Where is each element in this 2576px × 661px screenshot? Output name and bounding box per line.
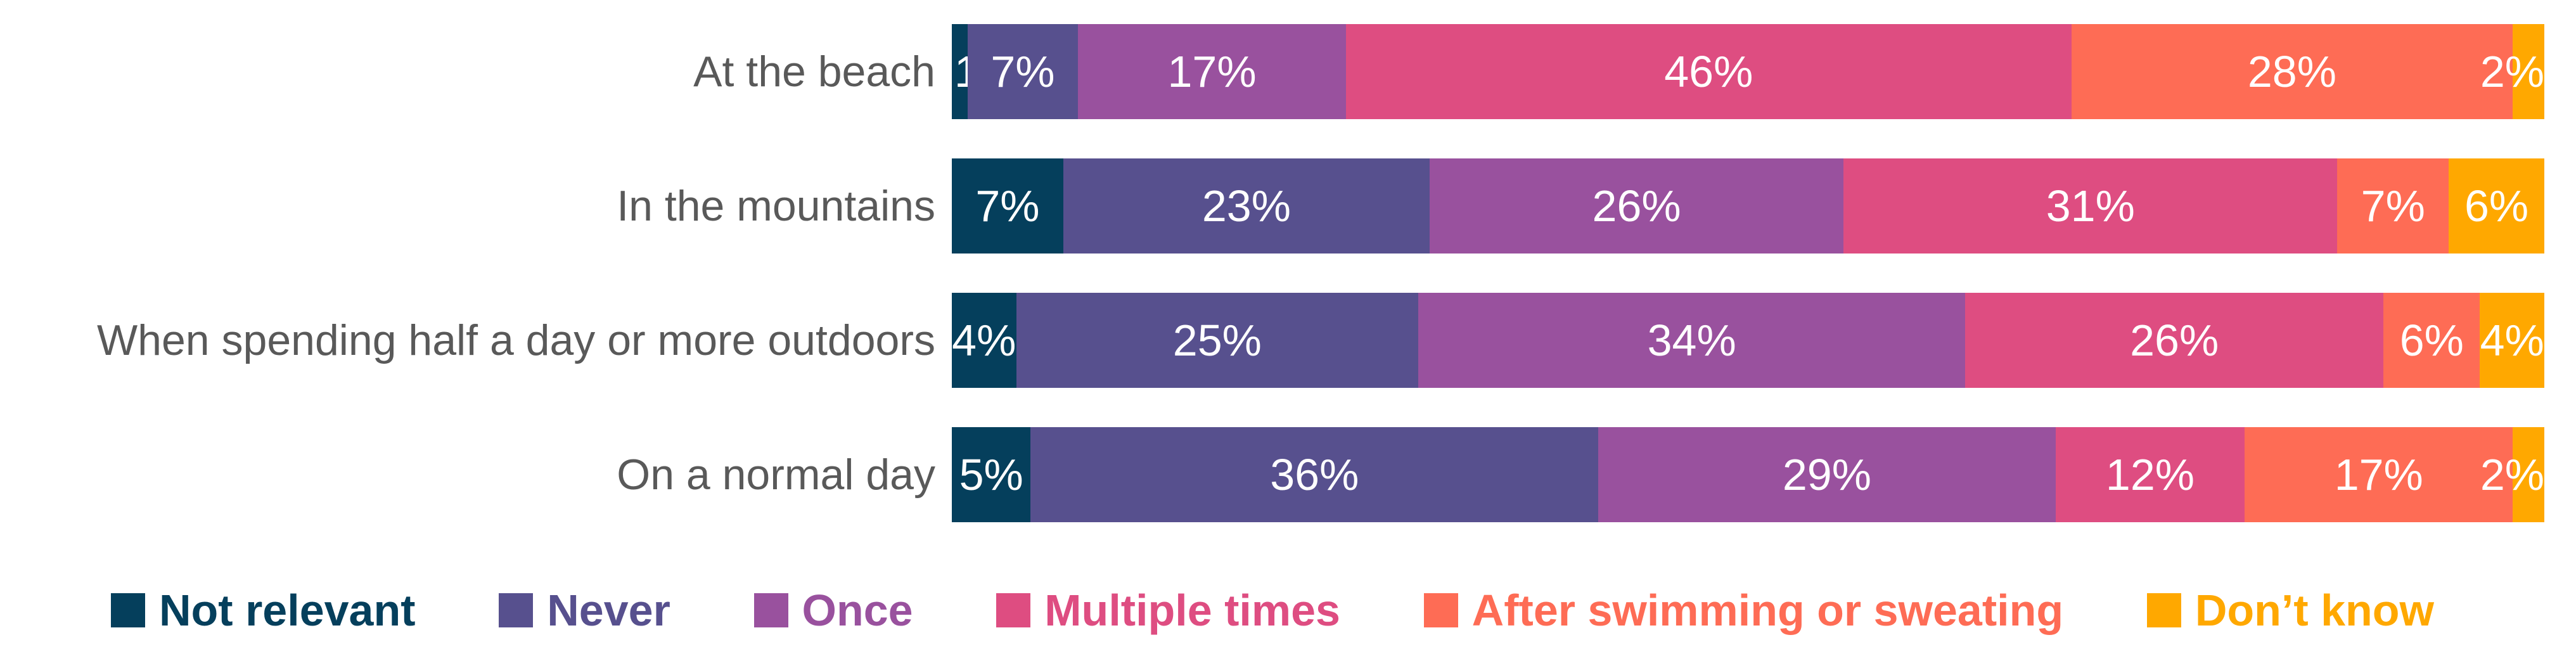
- bar-segment-not-relevant[interactable]: 7%: [952, 158, 1063, 253]
- legend-swatch-icon: [111, 593, 145, 627]
- legend-item-don-t-know[interactable]: Don’t know: [2146, 586, 2434, 635]
- legend-label: Don’t know: [2195, 586, 2434, 635]
- segment-value-label: 46%: [1664, 47, 1753, 96]
- legend-item-multiple-times[interactable]: Multiple times: [996, 588, 1340, 632]
- chart-rows: At the beach1%7%17%46%28%2%In the mounta…: [0, 24, 2576, 522]
- bar-segment-multiple-times[interactable]: 46%: [1346, 24, 2072, 119]
- segment-value-label: 17%: [2334, 450, 2423, 499]
- bar-segment-after-swimming-or-sweating[interactable]: 17%: [2245, 427, 2513, 522]
- legend-item-never[interactable]: Never: [499, 588, 670, 632]
- bar-segment-not-relevant[interactable]: 5%: [952, 427, 1031, 522]
- segment-value-label: 6%: [2464, 181, 2529, 231]
- segment-value-label: 29%: [1782, 450, 1871, 499]
- segment-value-label: 25%: [1172, 316, 1262, 365]
- bar-segment-multiple-times[interactable]: 26%: [1965, 293, 2384, 388]
- segment-value-label: 5%: [959, 450, 1023, 499]
- bar-segment-once[interactable]: 29%: [1598, 427, 2056, 522]
- bar-segment-once[interactable]: 34%: [1418, 293, 1966, 388]
- bar-segment-never[interactable]: 36%: [1030, 427, 1599, 522]
- segment-value-label: 17%: [1167, 47, 1257, 96]
- legend-swatch-icon: [996, 593, 1031, 627]
- bar-when-spending-half-a-day-or-more-outdoors: 4% 25% 34% 26% 6% 4%: [952, 293, 2544, 388]
- chart-row: In the mountains 7% 23% 26% 31% 7% 6%: [0, 158, 2576, 253]
- segment-value-label: 7%: [2361, 181, 2425, 231]
- legend-label: Once: [802, 586, 913, 635]
- chart-row: On a normal day 5% 36% 29% 12% 17% 2%: [0, 427, 2576, 522]
- segment-value-label: 23%: [1201, 181, 1291, 231]
- bar-segment-multiple-times[interactable]: 31%: [1843, 158, 2338, 253]
- bar-segment-never[interactable]: 23%: [1063, 158, 1430, 253]
- segment-value-label: 7%: [975, 181, 1040, 231]
- bar-segment-not-relevant[interactable]: 1%: [952, 24, 1018, 119]
- bar-segment-after-swimming-or-sweating[interactable]: 28%: [2071, 24, 2513, 119]
- segment-value-label: 28%: [2247, 47, 2336, 96]
- bar-segment-don-t-know[interactable]: 4%: [2480, 293, 2544, 388]
- category-label-at-the-beach: At the beach: [693, 48, 935, 96]
- segment-value-label: 7%: [990, 47, 1055, 96]
- category-label-when-spending-half-a-day-or-more-outdoors: When spending half a day or more outdoor…: [96, 316, 935, 364]
- legend: Not relevant Never Once Multiple times After…: [111, 582, 2434, 639]
- chart-row: When spending half a day or more outdoor…: [0, 293, 2576, 388]
- legend-item-once[interactable]: Once: [753, 586, 913, 635]
- legend-swatch-icon: [753, 593, 788, 627]
- bar-in-the-mountains: 7% 23% 26% 31% 7% 6%: [952, 158, 2544, 253]
- segment-value-label: 34%: [1647, 316, 1736, 365]
- legend-swatch-icon: [2146, 593, 2181, 627]
- bar-segment-never[interactable]: 25%: [1016, 293, 1419, 388]
- segment-value-label: 6%: [2399, 316, 2464, 365]
- bar-segment-once[interactable]: 26%: [1429, 158, 1844, 253]
- segment-value-label: 31%: [2046, 181, 2135, 231]
- bar-segment-never[interactable]: 7%: [967, 24, 1079, 119]
- chart-row: At the beach 1%7% 17% 46% 28% 2%: [0, 24, 2576, 119]
- segment-value-label: 26%: [1592, 181, 1681, 231]
- legend-swatch-icon: [1423, 593, 1458, 627]
- segment-value-label: 2%: [2480, 47, 2544, 96]
- legend-item-after-swimming-or-sweating[interactable]: After swimming or sweating: [1423, 586, 2064, 635]
- bar-segment-don-t-know[interactable]: 6%: [2449, 158, 2544, 253]
- legend-swatch-icon: [499, 593, 534, 627]
- bar-segment-don-t-know[interactable]: 2%: [2480, 427, 2544, 522]
- segment-value-label: 12%: [2105, 450, 2195, 499]
- category-label-in-the-mountains: In the mountains: [617, 182, 935, 230]
- legend-item-not-relevant[interactable]: Not relevant: [111, 588, 416, 632]
- category-label-on-a-normal-day: On a normal day: [617, 451, 935, 499]
- bar-at-the-beach: 1%7% 17% 46% 28% 2%: [952, 24, 2544, 119]
- bar-segment-after-swimming-or-sweating[interactable]: 6%: [2383, 293, 2480, 388]
- legend-label: After swimming or sweating: [1471, 586, 2064, 635]
- bar-segment-after-swimming-or-sweating[interactable]: 7%: [2337, 158, 2449, 253]
- legend-label: Not relevant: [159, 586, 416, 635]
- segment-value-label: 2%: [2480, 450, 2544, 499]
- bar-segment-once[interactable]: 17%: [1078, 24, 1347, 119]
- segment-value-label: 4%: [952, 316, 1016, 365]
- segment-value-label: 4%: [2480, 316, 2544, 365]
- bar-segment-multiple-times[interactable]: 12%: [2055, 427, 2245, 522]
- bar-segment-not-relevant[interactable]: 4%: [952, 293, 1016, 388]
- bar-segment-don-t-know[interactable]: 2%: [2480, 24, 2544, 119]
- legend-label: Never: [547, 586, 670, 635]
- bar-on-a-normal-day: 5% 36% 29% 12% 17% 2%: [952, 427, 2544, 522]
- legend-label: Multiple times: [1044, 586, 1340, 635]
- segment-value-label: 36%: [1270, 450, 1359, 499]
- segment-value-label: 26%: [2130, 316, 2219, 365]
